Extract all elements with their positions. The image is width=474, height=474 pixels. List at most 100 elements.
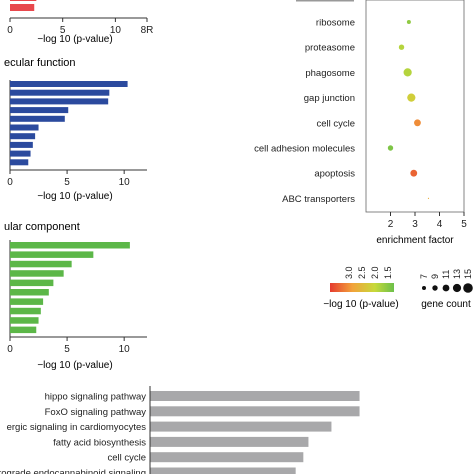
mf-bar — [10, 141, 33, 148]
pvalue-legend-tick: 3.0 — [344, 266, 354, 279]
gene-count-legend-dot — [452, 283, 462, 293]
mf-x-axis-label: −log 10 (p-value) — [37, 191, 112, 202]
kegg-point — [414, 119, 421, 127]
gene-count-legend-dots — [422, 283, 473, 293]
bp-x-tick-label: 5 — [60, 25, 66, 36]
kegg-term-label: proteasome — [305, 43, 355, 54]
cc-x-axis-label: −log 10 (p-value) — [37, 360, 112, 371]
cc-bar — [10, 279, 54, 287]
mf-bar — [10, 107, 69, 114]
biological-process-panel: 0 5 10 8R −log 10 (p-value) — [7, 0, 153, 45]
pvalue-legend-label: −log 10 (p-value) — [323, 299, 398, 310]
cc-bar — [10, 270, 64, 277]
kp-category-label: hippo signaling pathway — [45, 392, 147, 403]
bp-bar — [10, 0, 37, 1]
gene-count-legend-dot — [432, 285, 438, 291]
kp-category-label: ergic signaling in cardiomyocytes — [7, 422, 147, 433]
kegg-point — [387, 145, 394, 151]
kp-bar — [150, 391, 360, 401]
kegg-term-label: gap junction — [304, 93, 355, 104]
cc-x-ticks: 0 5 10 — [7, 337, 130, 355]
kegg-point — [427, 197, 430, 199]
cc-bar — [10, 289, 49, 296]
bp-x-tick-label: 10 — [110, 25, 122, 36]
kegg-x-ticks: 2 3 4 5 — [388, 212, 467, 230]
cc-panel-title: ular component — [4, 221, 80, 233]
kegg-point — [406, 20, 411, 24]
mf-bar — [10, 115, 65, 122]
kegg-term-label: ABC transporters — [282, 194, 355, 205]
pvalue-legend-tick: 2.5 — [357, 266, 367, 279]
kegg-point — [403, 68, 412, 77]
bp-bar — [10, 4, 35, 11]
bp-x-tick-label: 0 — [7, 25, 13, 36]
pvalue-legend-tick: 2.0 — [370, 266, 380, 279]
mf-bars — [10, 81, 128, 166]
kp-category-label: FoxO signaling pathway — [45, 407, 147, 418]
kegg-points — [387, 20, 430, 199]
mf-bar — [10, 81, 128, 87]
cc-bars — [10, 242, 130, 334]
gene-count-legend-dot — [422, 286, 426, 290]
kegg-term-label: phagosome — [305, 68, 355, 79]
kegg-point — [398, 44, 405, 50]
bp-x-tick-label: 8R — [141, 25, 154, 36]
gene-count-legend-tick: 11 — [441, 270, 451, 279]
kp-category-label: cell cycle — [107, 453, 146, 464]
kp-bar — [150, 406, 360, 417]
kegg-x-tick-label: 3 — [412, 219, 418, 230]
kegg-term-label: apoptosis — [314, 169, 355, 180]
mf-x-ticks: 0 5 10 — [7, 170, 130, 188]
mf-panel-title: ecular function — [4, 57, 76, 69]
pvalue-legend-ticks: 3.0 2.5 2.0 1.5 — [344, 266, 393, 279]
cc-bar — [10, 326, 37, 334]
pvalue-legend-tick: 1.5 — [383, 266, 393, 279]
mf-bar — [10, 89, 110, 96]
kegg-pathways-panel: hippo signaling pathway FoxO signaling pa… — [0, 386, 360, 474]
mf-x-tick-label: 10 — [119, 177, 131, 188]
kegg-term-label: cell adhesion molecules — [254, 144, 355, 155]
gene-count-legend-tick: 13 — [452, 269, 462, 279]
gene-count-legend-label: gene count — [421, 299, 471, 310]
cc-bar — [10, 251, 94, 258]
cc-x-tick-label: 5 — [64, 344, 70, 355]
pvalue-color-scale — [330, 283, 394, 292]
mf-bar — [10, 159, 29, 166]
cc-bar — [10, 242, 130, 249]
kegg-term-labels: ribosome proteasome phagosome gap junction c… — [254, 18, 355, 205]
kegg-x-tick-label: 2 — [388, 219, 394, 230]
kegg-x-axis-label: enrichment factor — [376, 235, 454, 246]
mf-bar — [10, 133, 36, 140]
mf-x-tick-label: 5 — [64, 177, 70, 188]
kegg-x-tick-label: 5 — [461, 219, 467, 230]
bp-x-ticks: 0 5 10 8R — [7, 18, 153, 36]
gene-count-legend-tick: 15 — [463, 269, 473, 279]
kp-bar — [150, 421, 332, 432]
cc-bar — [10, 317, 39, 324]
gene-count-legend-tick: 7 — [419, 274, 429, 279]
cc-x-tick-label: 0 — [7, 344, 13, 355]
gene-count-legend-dot — [442, 284, 450, 292]
bp-bars — [10, 0, 37, 11]
mf-bar — [10, 98, 109, 105]
gene-count-legend-dot — [463, 283, 473, 293]
kegg-term-label: cell cycle — [316, 118, 355, 129]
mf-bar — [10, 150, 31, 157]
gene-count-legend-tick: 9 — [430, 274, 440, 279]
kp-bar — [150, 467, 296, 474]
cc-bar — [10, 260, 72, 268]
cc-bar — [10, 307, 41, 315]
kp-category-label: fatty acid biosynthesis — [53, 437, 146, 448]
cc-x-tick-label: 10 — [119, 344, 131, 355]
kp-bars — [150, 391, 360, 474]
kegg-enrichment-panel: ribosome proteasome phagosome gap junction c… — [254, 0, 473, 310]
molecular-function-panel: ecular function 0 5 10 −log 10 (p-value) — [4, 57, 147, 202]
kp-category-label: retrograde endocannabinoid signaling — [0, 468, 146, 474]
mf-bar — [10, 124, 39, 131]
kegg-point — [407, 93, 416, 102]
kegg-term-label: ribosome — [316, 18, 355, 29]
cc-bar — [10, 298, 44, 305]
kp-bar — [150, 436, 309, 447]
mf-x-tick-label: 0 — [7, 177, 13, 188]
